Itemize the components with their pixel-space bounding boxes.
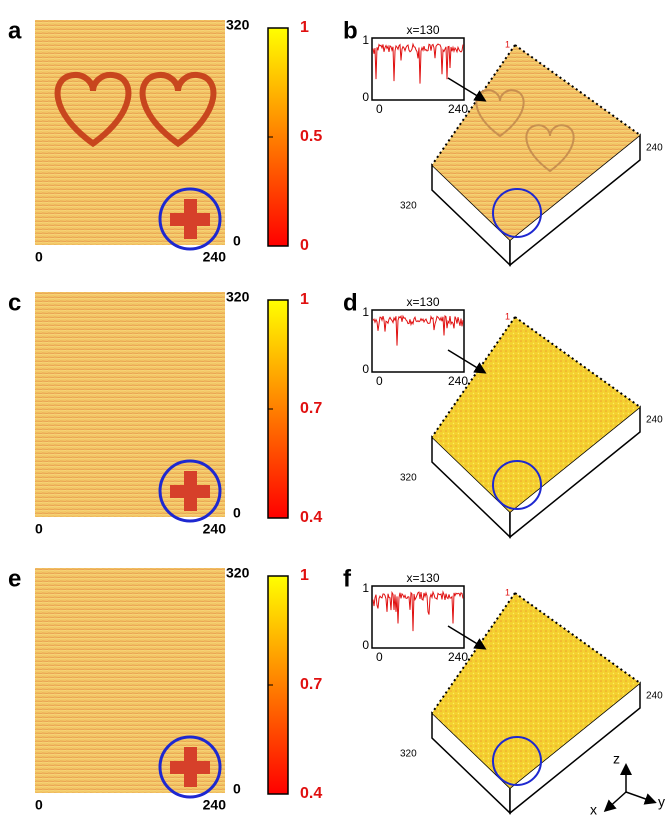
inset-xtick: 0: [376, 650, 383, 664]
colorbar-label: 0.5: [300, 128, 322, 145]
inset-xtick: 240: [448, 374, 468, 388]
inset-ytick: 1: [362, 33, 369, 47]
colorbar-label: 1: [300, 567, 309, 584]
axis-arrow: [606, 792, 626, 810]
image-ytick: 320: [226, 565, 250, 581]
image-ytick: 0: [233, 233, 241, 249]
axis-arrow: [626, 792, 654, 802]
inset-xtick: 0: [376, 374, 383, 388]
panel-label: f: [343, 565, 352, 592]
inset-title: x=130: [406, 295, 439, 309]
surface-tick: 1: [505, 39, 510, 49]
inset-ytick: 0: [362, 638, 369, 652]
inset-frame: [372, 586, 464, 648]
figure: a3200024010.50b1240320x=130100240c320002…: [0, 0, 668, 819]
surface-tick: 320: [400, 473, 417, 484]
colorbar-label: 0.7: [300, 676, 322, 693]
image-xtick: 0: [35, 797, 43, 813]
colorbar-label: 0.4: [300, 785, 322, 802]
surface-tick: 240: [646, 415, 663, 426]
image-xtick: 240: [203, 249, 227, 265]
image-ytick: 320: [226, 289, 250, 305]
panel-label: e: [8, 565, 21, 592]
surface-tick: 1: [505, 587, 510, 597]
image-xtick: 240: [203, 521, 227, 537]
panel-label: d: [343, 289, 358, 316]
inset-ytick: 0: [362, 362, 369, 376]
axis-label: x: [590, 802, 597, 818]
inset-xtick: 240: [448, 650, 468, 664]
panel-label: c: [8, 289, 21, 316]
inset-xtick: 240: [448, 102, 468, 116]
image-ytick: 320: [226, 17, 250, 33]
inset-ytick: 0: [362, 90, 369, 104]
colorbar-label: 0.7: [300, 400, 322, 417]
colorbar-label: 0: [300, 237, 309, 254]
image-xtick: 240: [203, 797, 227, 813]
panel-label: b: [343, 17, 358, 44]
surface-tick: 320: [400, 201, 417, 212]
panel-label: a: [8, 17, 22, 44]
colorbar-label: 0.4: [300, 509, 322, 526]
cross-v: [184, 199, 197, 239]
image-xtick: 0: [35, 521, 43, 537]
image-ytick: 0: [233, 505, 241, 521]
inset-title: x=130: [406, 571, 439, 585]
image-ytick: 0: [233, 781, 241, 797]
colorbar-label: 1: [300, 19, 309, 36]
surface-tick: 1: [505, 311, 510, 321]
surface-tick: 320: [400, 749, 417, 760]
axis-label: y: [658, 794, 665, 810]
cross-v: [184, 471, 197, 511]
colorbar-label: 1: [300, 291, 309, 308]
inset-xtick: 0: [376, 102, 383, 116]
inset-ytick: 1: [362, 581, 369, 595]
axis-label: z: [613, 751, 620, 767]
inset-ytick: 1: [362, 305, 369, 319]
image-xtick: 0: [35, 249, 43, 265]
inset-frame: [372, 38, 464, 100]
inset-title: x=130: [406, 23, 439, 37]
cross-v: [184, 747, 197, 787]
surface-tick: 240: [646, 691, 663, 702]
surface-tick: 240: [646, 143, 663, 154]
